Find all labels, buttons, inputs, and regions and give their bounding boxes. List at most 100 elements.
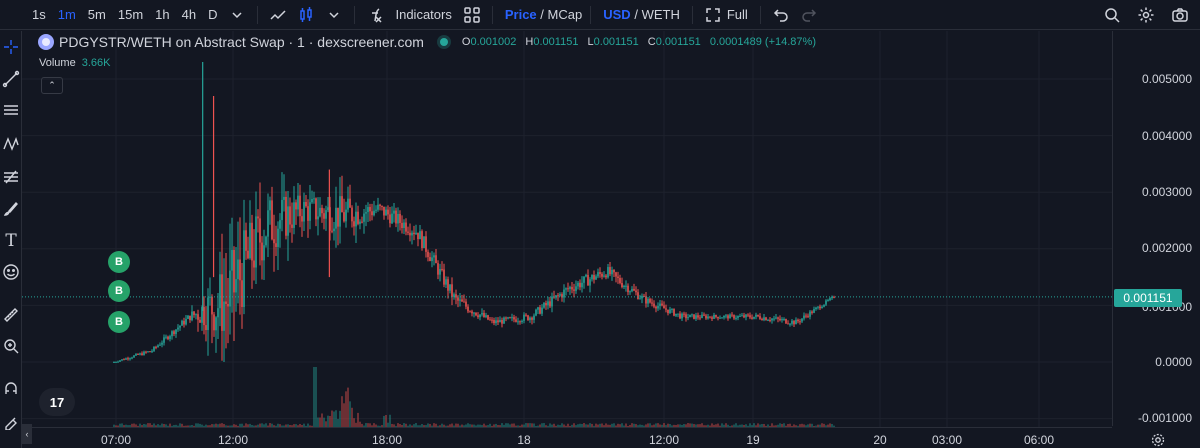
volume-bar [533,423,535,427]
camera-snapshot-icon[interactable] [1166,0,1194,30]
buy-marker[interactable]: B [108,311,130,333]
volume-bar [761,424,763,427]
indicators-fx-icon[interactable] [361,0,389,30]
candle-body [165,336,167,338]
volume-bar [411,425,413,427]
candle-body [141,353,143,356]
full-button[interactable]: Full [726,6,748,22]
templates-grid-icon[interactable] [458,0,486,30]
zoom-in-icon[interactable] [0,334,22,358]
settings-gear-icon[interactable] [1132,0,1160,30]
volume-bar [653,424,655,427]
candle-body [759,316,761,319]
volume-bar [481,425,483,427]
price-axis[interactable]: 0.005000 0.004000 0.003000 0.002000 0.00… [1112,31,1200,426]
candle-body [623,285,625,288]
candle-body [287,206,289,236]
volume-bar [785,425,787,427]
volume-bar [333,411,335,427]
currency-toggle[interactable]: USD / WETH [597,0,686,30]
volume-bar [351,407,353,427]
trend-line-icon[interactable] [0,67,22,91]
time-tick: 12:00 [648,433,680,447]
collapse-toolbar-tab[interactable]: ‹ [22,424,32,444]
tradingview-logo[interactable]: 17 [39,388,75,416]
volume-bar [465,424,467,427]
candle-body [413,232,415,235]
candle-body [357,211,359,224]
chart-type-dropdown-icon[interactable] [320,0,348,30]
timeframe-1s[interactable]: 1s [32,6,46,22]
timeframe-1m[interactable]: 1m [57,6,76,22]
candle-body [829,298,831,301]
brush-icon[interactable] [0,197,22,221]
candle-body [387,209,389,215]
volume-bar [247,424,249,427]
buy-marker[interactable]: B [108,251,130,273]
axis-settings-icon[interactable] [1150,432,1166,448]
timeframe-d[interactable]: D [208,6,218,22]
candle-body [221,274,223,331]
candle-body [195,314,197,316]
fib-channel-icon[interactable] [0,165,22,189]
pattern-icon[interactable] [0,132,22,156]
ruler-icon[interactable] [0,303,22,327]
candle-body [371,211,373,216]
candle-body [193,311,195,315]
volume-bar [273,425,275,427]
candle-body [317,216,319,220]
horizontal-lines-icon[interactable] [0,98,22,122]
candle-body [661,303,663,306]
timeframe-dropdown-icon[interactable] [223,0,251,30]
volume-bar [285,424,287,427]
close-key: C [647,36,656,48]
candle-body [767,320,769,322]
crosshair-icon[interactable] [0,35,22,59]
zoom-search-icon[interactable] [1098,0,1126,30]
candle-body [309,202,311,221]
time-axis[interactable]: 07:00 12:00 18:00 18 12:00 19 20 03:00 0… [22,427,1112,448]
volume-bar [485,425,487,427]
candle-body [615,272,617,277]
candle-body [589,279,591,286]
candle-body [569,287,571,289]
candle-body [347,198,349,210]
volume-bar [129,425,131,427]
timeframe-15m[interactable]: 15m [117,6,144,22]
price-toggle[interactable]: Price / MCap [499,0,584,30]
candle-body [253,260,255,268]
redo-icon[interactable] [795,0,823,30]
volume-bar [183,425,185,427]
candle-body [527,315,529,321]
candle-body [271,200,273,240]
indicators-button[interactable]: Indicators [395,6,452,22]
timeframe-4h[interactable]: 4h [181,6,197,22]
timeframe-5m[interactable]: 5m [87,6,106,22]
fullscreen-icon[interactable] [699,0,727,30]
candle-body [531,317,533,320]
volume-bar [149,423,151,427]
volume-bar [245,423,247,427]
price-chart[interactable] [22,31,1112,427]
volume-bar [813,425,815,427]
candle-body [821,306,823,309]
timeframe-1h[interactable]: 1h [155,6,170,22]
emoji-icon[interactable] [0,260,22,284]
buy-marker[interactable]: B [108,280,130,302]
symbol-title[interactable]: PDGYSTR/WETH on Abstract Swap · 1 · dexs… [59,34,424,50]
collapse-legend-button[interactable]: ⌃ [41,77,63,94]
volume-bar [171,425,173,427]
volume-bar [399,424,401,427]
candlestick-type-icon[interactable] [292,0,320,30]
magnet-icon[interactable] [0,377,22,401]
candle-body [575,286,577,291]
candle-body [159,344,161,346]
volume-bar [569,425,571,427]
text-tool-icon[interactable]: T [0,229,22,253]
lock-draw-icon[interactable] [0,409,22,433]
volume-bar [155,425,157,427]
candle-body [709,316,711,318]
line-chart-icon[interactable] [264,0,292,30]
volume-bar [161,423,163,427]
undo-icon[interactable] [767,0,795,30]
